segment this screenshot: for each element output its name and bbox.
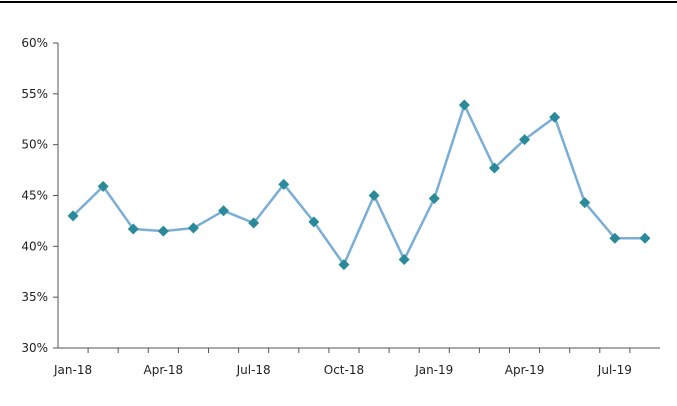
data-point-marker: [218, 205, 230, 217]
data-point-marker: [398, 254, 410, 266]
y-tick-label: 45%: [21, 189, 48, 203]
series-line: [72, 103, 645, 266]
x-tick-label: Jul-19: [597, 363, 632, 377]
y-tick-label: 35%: [21, 290, 48, 304]
y-tick-label: 30%: [21, 341, 48, 355]
data-point-marker: [519, 134, 531, 146]
data-point-marker: [639, 232, 651, 244]
series-group: [67, 99, 651, 271]
y-tick-label: 55%: [21, 87, 48, 101]
data-point-marker: [187, 222, 199, 234]
data-point-marker: [157, 225, 169, 237]
x-tick-label: Jan-18: [53, 363, 92, 377]
axes: [57, 43, 660, 349]
data-point-marker: [368, 190, 380, 201]
data-point-marker: [308, 216, 320, 228]
data-point-marker: [97, 180, 109, 192]
data-point-marker: [579, 197, 591, 209]
x-tick-label: Jul-18: [236, 363, 271, 377]
data-point-marker: [248, 217, 260, 229]
x-tick-label: Apr-18: [144, 363, 184, 377]
data-point-marker: [278, 178, 290, 190]
data-point-marker: [428, 193, 440, 205]
data-point-marker: [67, 210, 79, 222]
y-tick-label: 40%: [21, 239, 48, 253]
x-tick-label: Jan-19: [414, 363, 453, 377]
data-point-marker: [549, 111, 561, 123]
y-tick-label: 50%: [21, 138, 48, 152]
data-point-marker: [609, 232, 621, 244]
y-tick-label: 60%: [21, 36, 48, 50]
y-axis-ticks: 60% 55% 50% 45% 40% 35% 30%: [21, 36, 58, 355]
data-point-marker: [458, 99, 470, 111]
data-point-marker: [127, 223, 139, 235]
x-axis-ticks: Jan-18 Apr-18 Jul-18 Oct-18 Jan-19 Apr-19 Jul-…: [53, 348, 632, 377]
data-point-marker: [488, 162, 500, 174]
data-point-marker: [338, 259, 350, 271]
x-tick-label: Apr-19: [505, 363, 545, 377]
x-tick-label: Oct-18: [324, 363, 364, 377]
